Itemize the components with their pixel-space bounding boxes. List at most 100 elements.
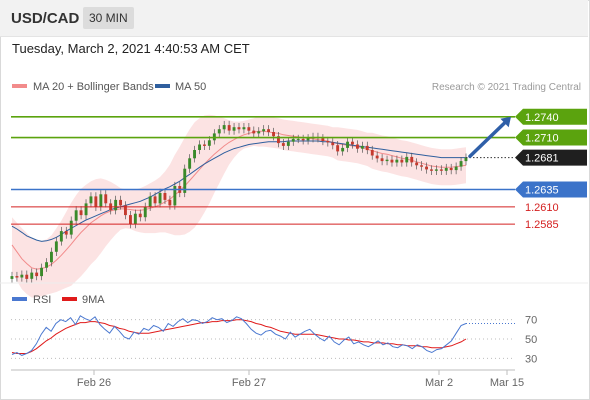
rsi-ma-line: [11, 319, 467, 354]
candle-body: [459, 161, 463, 167]
target-arrow-head: [500, 116, 511, 128]
x-axis: Feb 26 Feb 27 Mar 2 Mar 15: [77, 370, 524, 389]
candle-body: [346, 141, 349, 148]
candle-body: [395, 159, 399, 163]
timeframe-badge[interactable]: 30 MIN: [83, 7, 134, 29]
rsi-ma-legend-label: 9MA: [82, 294, 105, 306]
rsi-ma-legend-swatch: [62, 297, 77, 301]
level-tag-resistance: [515, 129, 587, 146]
candle-body: [15, 276, 19, 278]
candle-body: [158, 193, 162, 204]
rsi-line: [11, 315, 467, 356]
level-label-pivot: 1.2635: [525, 185, 559, 197]
candle-body: [54, 241, 58, 252]
level-tag-resistance: [515, 108, 587, 125]
chart-header: USD/CAD 30 MIN: [0, 0, 588, 37]
candle-body: [74, 210, 78, 221]
candle-body: [390, 159, 394, 163]
candle-body: [173, 186, 177, 206]
candle-body: [444, 168, 448, 171]
candle-body: [286, 141, 290, 146]
candle-body: [252, 130, 256, 134]
candle-body: [119, 199, 122, 206]
candle-body: [380, 158, 384, 162]
rsi-legend-swatch: [12, 297, 27, 301]
candle-body: [193, 150, 196, 159]
candle-body: [138, 213, 142, 218]
x-tick-label: Feb 26: [77, 377, 111, 389]
candle-body: [183, 168, 187, 193]
candle-body: [306, 138, 310, 141]
candle-body: [449, 168, 453, 171]
chart-datetime: Tuesday, March 2, 2021 4:40:53 AM CET: [12, 41, 250, 56]
candle-body: [20, 274, 24, 278]
candle-body: [10, 276, 14, 279]
level-tag-pivot: [515, 181, 587, 198]
candle-body: [35, 272, 39, 277]
x-tick-label: Feb 27: [232, 377, 266, 389]
candle-body: [356, 144, 359, 149]
rsi-tick-label: 30: [525, 353, 537, 365]
ma50-line: [11, 140, 466, 242]
x-tick-label: Mar 2: [425, 377, 453, 389]
candle-body: [99, 194, 103, 207]
candle-body: [262, 129, 266, 132]
candle-body: [50, 251, 53, 263]
level-label-support: 1.2610: [525, 202, 559, 214]
candle-body: [45, 262, 48, 268]
candle-body: [415, 162, 419, 166]
candle-body: [30, 272, 34, 279]
candle-body: [64, 231, 68, 235]
level-label-resistance: 1.2740: [525, 112, 559, 124]
candle-body: [124, 205, 127, 216]
candle-body: [336, 145, 340, 152]
candle-body: [351, 141, 354, 145]
candle-body: [232, 127, 236, 131]
rsi-panel: 70 50 30: [11, 315, 537, 365]
level-label-support: 1.2585: [525, 219, 559, 231]
x-tick-label: Mar 15: [490, 377, 524, 389]
bb-legend-label: MA 20 + Bollinger Bands: [33, 81, 154, 93]
candle-body: [25, 274, 29, 279]
candle-body: [188, 158, 192, 169]
level-label-resistance: 1.2710: [525, 133, 559, 145]
candle-body: [267, 129, 270, 132]
candle-body: [247, 127, 251, 131]
candle-body: [163, 193, 167, 200]
research-credit: Research © 2021 Trading Central: [432, 82, 581, 93]
candle-body: [168, 199, 172, 206]
candle-body: [434, 169, 438, 171]
candle-body: [385, 159, 389, 162]
candle-body: [341, 147, 345, 152]
candle-body: [242, 127, 246, 130]
candle-body: [94, 196, 98, 207]
currency-pair-title: USD/CAD: [11, 10, 80, 27]
rsi-tick-label: 70: [525, 315, 537, 327]
candle-body: [59, 231, 63, 242]
candle-body: [365, 145, 369, 151]
candle-body: [454, 166, 458, 171]
candle-body: [217, 129, 221, 134]
candle-body: [153, 196, 157, 204]
candle-body: [430, 169, 433, 171]
rsi-tick-label: 50: [525, 334, 537, 346]
bollinger-band: [12, 114, 466, 298]
candle-body: [272, 132, 275, 137]
candle-body: [227, 125, 231, 131]
candle-body: [281, 143, 285, 146]
candle-body: [360, 145, 364, 149]
candle-body: [370, 150, 374, 156]
candle-body: [89, 196, 93, 204]
candle-body: [84, 203, 88, 216]
bb-legend-swatch: [12, 84, 27, 88]
candle-body: [425, 166, 428, 170]
candle-body: [420, 165, 423, 167]
candle-body: [405, 156, 409, 163]
candle-body: [375, 155, 379, 159]
candle-body: [198, 144, 201, 150]
candle-body: [326, 141, 330, 143]
candle-body: [207, 140, 211, 146]
candle-body: [79, 210, 83, 216]
candle-body: [257, 131, 261, 134]
